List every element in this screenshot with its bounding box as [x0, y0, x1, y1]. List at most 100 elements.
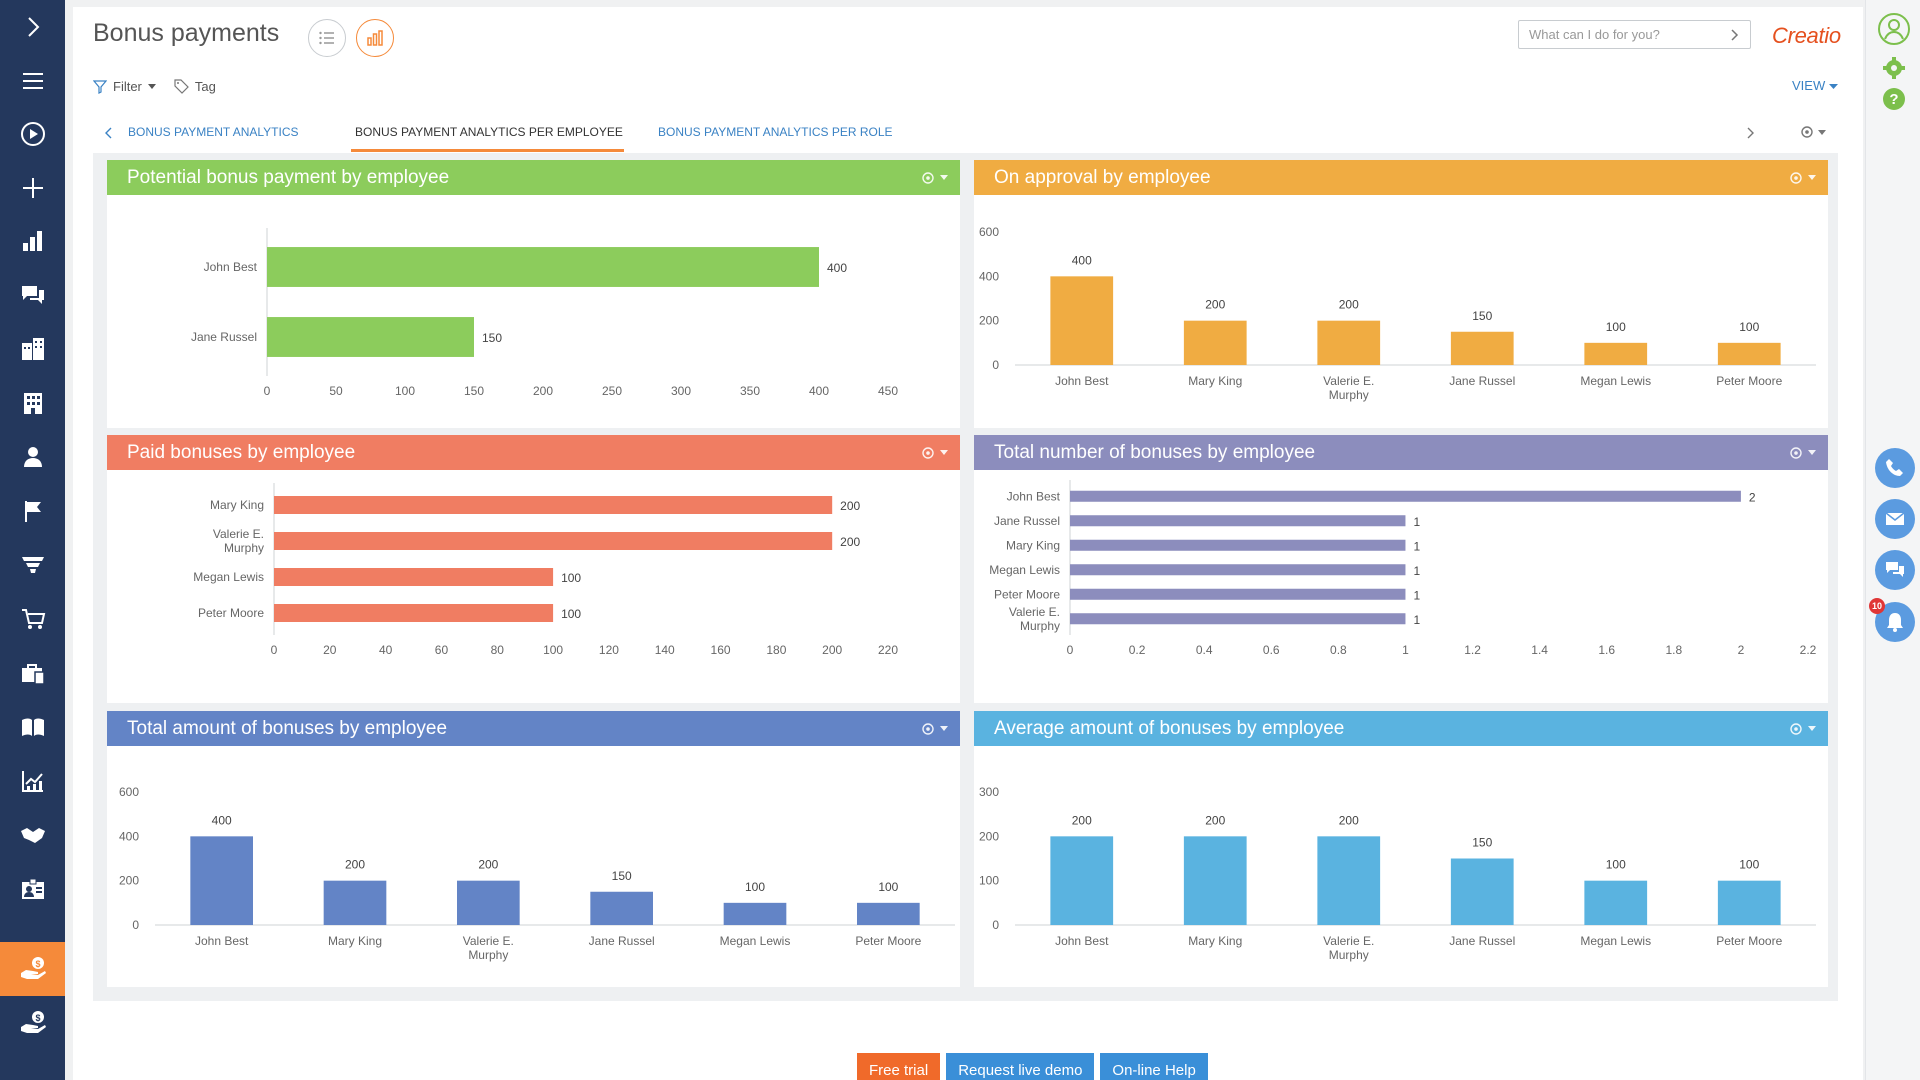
accounts-icon[interactable] — [0, 322, 65, 376]
category-label: Mary King — [210, 498, 264, 512]
tick-label: 1.6 — [1598, 643, 1615, 657]
tick-label: 0 — [1067, 643, 1074, 657]
notification-icon — [1887, 613, 1903, 632]
bonus-icon[interactable]: $ — [0, 942, 65, 996]
data-label: 150 — [612, 869, 632, 883]
data-label: 200 — [840, 535, 860, 549]
data-label: 150 — [1472, 309, 1492, 323]
analytics-view-button[interactable] — [356, 19, 394, 57]
tab-bonus-payment-analytics-per-role[interactable]: BONUS PAYMENT ANALYTICS PER ROLE — [658, 125, 893, 139]
analytics-icon[interactable] — [0, 754, 65, 808]
free-trial-button[interactable]: Free trial — [857, 1053, 941, 1080]
search-placeholder: What can I do for you? — [1529, 27, 1660, 42]
tick-label: 0 — [132, 918, 139, 932]
data-label: 1 — [1413, 564, 1420, 578]
tick-label: 400 — [119, 829, 139, 843]
tab-bonus-payment-analytics[interactable]: BONUS PAYMENT ANALYTICS — [128, 125, 299, 139]
tick-label: 400 — [809, 384, 829, 398]
bar — [1070, 539, 1406, 551]
tick-label: 2 — [1738, 643, 1745, 657]
widget-settings-button[interactable] — [1788, 721, 1816, 737]
bonus-alt-icon[interactable]: $ — [0, 996, 65, 1050]
profile-icon[interactable] — [1877, 12, 1911, 46]
tab-bonus-payment-analytics-per-employee[interactable]: BONUS PAYMENT ANALYTICS PER EMPLOYEE — [355, 125, 623, 139]
tick-label: 250 — [602, 384, 622, 398]
briefcase-icon[interactable] — [0, 646, 65, 700]
filter-button[interactable]: Filter — [93, 79, 156, 94]
plus-icon[interactable] — [0, 161, 65, 215]
svg-text:$: $ — [35, 1013, 40, 1023]
chevron-right-icon[interactable] — [1746, 127, 1754, 139]
email-icon[interactable] — [1875, 499, 1915, 539]
request-demo-button[interactable]: Request live demo — [946, 1053, 1095, 1080]
expand-icon[interactable] — [0, 0, 65, 54]
caret-down-icon — [1808, 450, 1816, 455]
bar — [1070, 490, 1741, 502]
bar — [457, 880, 520, 925]
bar — [1717, 880, 1781, 925]
settings-icon[interactable] — [1882, 56, 1906, 80]
tick-label: 350 — [740, 384, 760, 398]
widget-title: Total amount of bonuses by employee — [127, 717, 448, 739]
bar — [274, 532, 833, 550]
bar — [190, 836, 253, 925]
person-icon[interactable] — [0, 430, 65, 484]
tick-label: 1 — [1402, 643, 1409, 657]
feed-icon[interactable] — [0, 268, 65, 322]
contacts-icon[interactable] — [0, 376, 65, 430]
tab-settings-button[interactable] — [1799, 124, 1826, 140]
widget-title: On approval by employee — [994, 166, 1211, 188]
phone-icon[interactable] — [1875, 448, 1915, 488]
caret-down-icon — [940, 726, 948, 731]
widget-average-amount: Average amount of bonuses by employee 0 1… — [974, 711, 1828, 987]
tick-label: 300 — [671, 384, 691, 398]
handshake-icon[interactable] — [0, 808, 65, 862]
data-label: 200 — [1205, 298, 1225, 312]
tick-label: 220 — [878, 643, 898, 657]
data-label: 200 — [478, 858, 498, 872]
widget-settings-button[interactable] — [1788, 445, 1816, 461]
data-label: 150 — [482, 331, 502, 345]
widget-header: On approval by employee — [974, 160, 1828, 195]
bar — [274, 604, 554, 622]
view-button[interactable]: VIEW — [1792, 78, 1838, 93]
category-label: Jane Russel — [1449, 374, 1515, 388]
bar — [857, 902, 920, 925]
tick-label: 100 — [543, 643, 563, 657]
online-help-button[interactable]: On-line Help — [1100, 1053, 1208, 1080]
notification-button[interactable]: 10 — [1869, 598, 1915, 642]
help-icon[interactable]: ? — [1882, 87, 1906, 111]
command-search-input[interactable]: What can I do for you? — [1518, 20, 1751, 49]
widget-settings-button[interactable] — [920, 445, 948, 461]
category-label: Jane Russel — [589, 934, 655, 948]
caret-down-icon — [1808, 726, 1816, 731]
bar — [1070, 564, 1406, 576]
data-label: 200 — [345, 858, 365, 872]
tick-label: 600 — [119, 785, 139, 799]
play-icon[interactable] — [0, 107, 65, 161]
data-label: 200 — [1072, 813, 1092, 827]
employee-icon[interactable] — [0, 862, 65, 916]
book-icon[interactable] — [0, 700, 65, 754]
tag-button[interactable]: Tag — [174, 79, 216, 94]
funnel-icon[interactable] — [0, 538, 65, 592]
dashboard-icon[interactable] — [0, 214, 65, 268]
widget-settings-button[interactable] — [920, 170, 948, 186]
menu-icon[interactable] — [0, 54, 65, 108]
tick-label: 50 — [329, 384, 343, 398]
cart-icon[interactable] — [0, 592, 65, 646]
widget-settings-button[interactable] — [1788, 170, 1816, 186]
list-view-button[interactable] — [308, 19, 346, 57]
bar — [1584, 342, 1648, 365]
tick-label: 200 — [822, 643, 842, 657]
tick-label: 140 — [655, 643, 675, 657]
category-label: Megan Lewis — [720, 934, 791, 948]
widget-settings-button[interactable] — [920, 721, 948, 737]
left-navigation: $ $ — [0, 0, 65, 1080]
flag-icon[interactable] — [0, 484, 65, 538]
chat-icon[interactable] — [1875, 550, 1915, 590]
chevron-left-icon[interactable] — [105, 127, 113, 139]
bar — [323, 880, 387, 925]
data-label: 1 — [1413, 588, 1420, 602]
tick-label: 40 — [379, 643, 393, 657]
